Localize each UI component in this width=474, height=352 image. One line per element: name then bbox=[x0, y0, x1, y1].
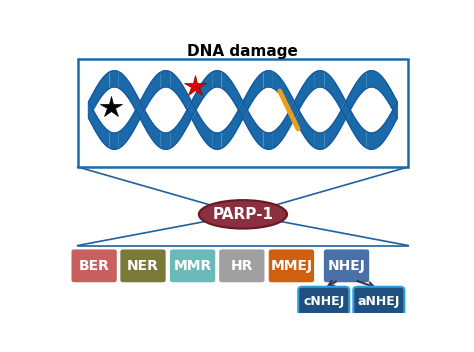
Polygon shape bbox=[273, 72, 314, 147]
Polygon shape bbox=[222, 72, 263, 147]
Polygon shape bbox=[171, 72, 211, 147]
Polygon shape bbox=[119, 73, 160, 148]
Polygon shape bbox=[171, 73, 211, 148]
Polygon shape bbox=[89, 73, 109, 118]
Text: aNHEJ: aNHEJ bbox=[358, 295, 400, 308]
Polygon shape bbox=[119, 72, 160, 147]
Polygon shape bbox=[273, 73, 314, 148]
Polygon shape bbox=[89, 102, 109, 147]
Polygon shape bbox=[89, 102, 109, 147]
Polygon shape bbox=[273, 73, 314, 148]
FancyBboxPatch shape bbox=[71, 249, 118, 283]
Polygon shape bbox=[119, 73, 160, 148]
Polygon shape bbox=[222, 73, 263, 148]
Polygon shape bbox=[222, 72, 263, 147]
Text: DNA damage: DNA damage bbox=[188, 44, 298, 59]
FancyBboxPatch shape bbox=[78, 58, 408, 167]
Text: NER: NER bbox=[127, 259, 159, 273]
FancyBboxPatch shape bbox=[323, 249, 370, 283]
Polygon shape bbox=[325, 73, 365, 148]
FancyBboxPatch shape bbox=[268, 249, 315, 283]
Polygon shape bbox=[325, 72, 365, 147]
FancyBboxPatch shape bbox=[298, 287, 349, 315]
Polygon shape bbox=[325, 72, 365, 147]
Text: MMEJ: MMEJ bbox=[270, 259, 312, 273]
Polygon shape bbox=[119, 72, 160, 147]
Text: cNHEJ: cNHEJ bbox=[303, 295, 345, 308]
Polygon shape bbox=[89, 71, 397, 149]
Text: PARP-1: PARP-1 bbox=[212, 207, 273, 222]
Polygon shape bbox=[89, 71, 397, 149]
Text: HR: HR bbox=[231, 259, 253, 273]
FancyBboxPatch shape bbox=[353, 287, 404, 315]
Polygon shape bbox=[89, 73, 109, 118]
Polygon shape bbox=[325, 73, 365, 148]
FancyBboxPatch shape bbox=[218, 249, 265, 283]
Polygon shape bbox=[222, 73, 263, 148]
FancyBboxPatch shape bbox=[119, 249, 167, 283]
Ellipse shape bbox=[199, 200, 287, 228]
Polygon shape bbox=[171, 72, 211, 147]
Polygon shape bbox=[171, 73, 211, 148]
Text: MMR: MMR bbox=[173, 259, 212, 273]
Polygon shape bbox=[273, 72, 314, 147]
Text: NHEJ: NHEJ bbox=[328, 259, 365, 273]
Text: BER: BER bbox=[79, 259, 109, 273]
FancyBboxPatch shape bbox=[169, 249, 216, 283]
